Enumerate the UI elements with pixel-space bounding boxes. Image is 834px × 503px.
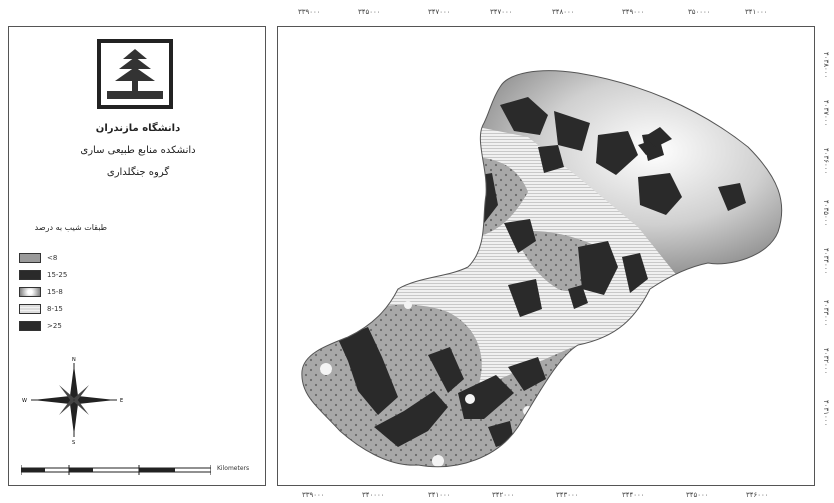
compass-e: E: [120, 398, 123, 404]
university-name: دانشگاه مازندران: [95, 123, 181, 134]
faculty-name: دانشکده منابع طبیعی ساری: [80, 145, 196, 156]
bottom-tick: ۳۴۴۰۰۰: [622, 491, 645, 499]
top-tick: ۳۴۱۰۰۰: [745, 8, 768, 16]
legend-title: طبقات شیب به درصد: [34, 223, 107, 232]
university-logo: [97, 39, 173, 109]
legend-item: 8-15: [19, 304, 139, 316]
department-name: گروه جنگلداری: [106, 167, 170, 178]
compass-n: N: [72, 357, 76, 363]
right-tick: ۴۰۳۸۰۰۰: [822, 52, 830, 79]
right-tick: ۴۰۳۲۰۰۰: [822, 348, 830, 375]
top-tick: ۳۴۵۰۰۰: [358, 8, 381, 16]
legend-item: 15-8: [19, 287, 139, 299]
slope-map: [301, 70, 783, 468]
right-tick: ۴۰۳۷۰۰۰: [822, 100, 830, 127]
legend-swatch-lines: [19, 304, 41, 314]
compass-rose-icon: N S W E: [22, 357, 123, 445]
bottom-tick: ۳۴۳۰۰۰: [556, 491, 579, 499]
legend-swatch-dark: [19, 270, 41, 280]
scale-bar: [21, 465, 211, 475]
map-frame: [277, 26, 815, 486]
legend-swatch-dark: [19, 321, 41, 331]
top-tick: ۳۴۷۰۰۰: [490, 8, 513, 16]
legend-label: >25: [47, 322, 62, 330]
top-tick: ۳۴۷۰۰۰: [428, 8, 451, 16]
top-tick: ۳۴۸۰۰۰: [552, 8, 575, 16]
legend-panel: دانشگاه مازندران دانشکده منابع طبیعی سار…: [8, 26, 266, 486]
bottom-tick: ۳۳۹۰۰۰: [302, 491, 325, 499]
bottom-tick: ۳۴۰۰۰۰: [362, 491, 385, 499]
legend-item: >25: [19, 321, 139, 333]
top-tick: ۳۵۰۰۰۰: [688, 8, 711, 16]
scale-unit-label: Kilometers: [217, 465, 250, 472]
bottom-tick: ۳۴۲۰۰۰: [492, 491, 515, 499]
legend-label: 15-8: [47, 288, 63, 296]
study-area: [301, 70, 782, 467]
top-tick: ۳۴۹۰۰۰: [622, 8, 645, 16]
legend-label: 8-15: [47, 305, 63, 313]
legend-label: <8: [47, 254, 58, 262]
legend-swatch-gradient: [19, 287, 41, 297]
top-tick: ۳۳۹۰۰۰: [298, 8, 321, 16]
bottom-tick: ۳۴۱۰۰۰: [428, 491, 451, 499]
legend-item: 15-25: [19, 270, 139, 282]
right-tick: ۴۰۳۵۰۰۰: [822, 200, 830, 227]
right-tick: ۴۰۳۶۰۰۰: [822, 148, 830, 175]
right-tick: ۴۰۳۴۰۰۰: [822, 248, 830, 275]
right-tick: ۴۰۳۱۰۰۰: [822, 400, 830, 427]
legend-swatch-dots: [19, 253, 41, 263]
legend-label: 15-25: [47, 271, 68, 279]
bottom-tick: ۳۴۵۰۰۰: [686, 491, 709, 499]
right-tick: ۴۰۳۳۰۰۰: [822, 300, 830, 327]
legend-item: <8: [19, 253, 139, 265]
compass-s: S: [72, 440, 75, 445]
bottom-tick: ۳۴۶۰۰۰: [746, 491, 769, 499]
compass-w: W: [22, 398, 27, 404]
